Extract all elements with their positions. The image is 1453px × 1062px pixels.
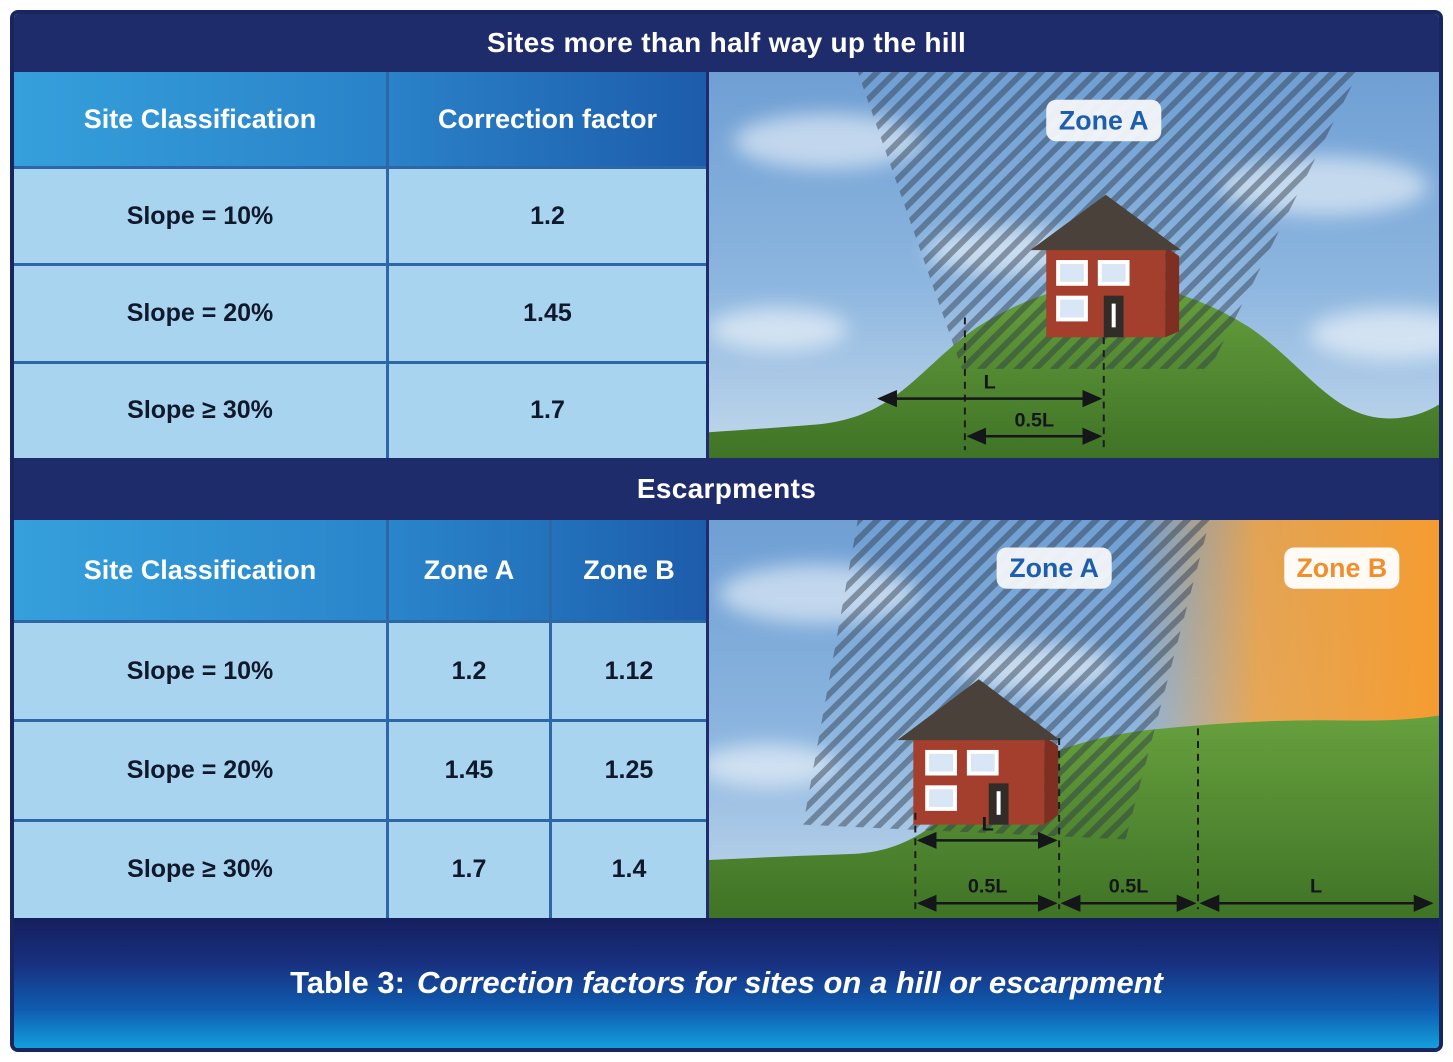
table-cell: 1.45 bbox=[389, 266, 706, 361]
hill-diagram: L 0.5L Zone A bbox=[709, 72, 1439, 458]
table-cell: Slope ≥ 30% bbox=[14, 821, 386, 918]
table-cell: Slope ≥ 30% bbox=[14, 363, 386, 458]
table-header-cell: Site Classification bbox=[14, 72, 386, 166]
window bbox=[925, 749, 957, 776]
dimension-label: 0.5L bbox=[1014, 409, 1054, 431]
escarpment-diagram: L 0.5L 0.5L L Zone A Zone B bbox=[709, 520, 1439, 918]
section-title-escarpments: Escarpments bbox=[14, 458, 1439, 520]
hill-section: Site Classification Correction factor Sl… bbox=[14, 72, 1439, 458]
escarpment-table: Site Classification Zone A Zone B Slope … bbox=[14, 520, 709, 918]
zone-a-label: Zone A bbox=[1009, 553, 1099, 583]
dimension-label: 0.5L bbox=[968, 876, 1008, 898]
table-header-cell: Zone A bbox=[389, 520, 549, 620]
caption-label: Table 3: bbox=[290, 965, 405, 1000]
zone-a-badge: Zone A bbox=[996, 547, 1112, 589]
table-header-cell: Correction factor bbox=[389, 72, 706, 166]
table-cell: 1.7 bbox=[389, 821, 549, 918]
table-header-cell: Zone B bbox=[552, 520, 706, 620]
dimension-label: L bbox=[982, 814, 994, 836]
zone-a-hatch bbox=[803, 520, 1210, 840]
window bbox=[1056, 295, 1088, 322]
hill bbox=[709, 282, 1439, 458]
window bbox=[925, 785, 957, 811]
window bbox=[1056, 260, 1088, 286]
house bbox=[897, 679, 1061, 825]
escarpment-section: Site Classification Zone A Zone B Slope … bbox=[14, 520, 1439, 918]
house bbox=[1030, 194, 1182, 338]
window bbox=[1097, 260, 1130, 286]
figure-frame: Sites more than half way up the hill Sit… bbox=[10, 10, 1443, 1052]
zone-b-badge: Zone B bbox=[1284, 547, 1400, 589]
zone-b-label: Zone B bbox=[1296, 553, 1387, 583]
table-cell: 1.12 bbox=[552, 623, 706, 720]
table-cell: 1.2 bbox=[389, 169, 706, 264]
table-cell: 1.7 bbox=[389, 363, 706, 458]
dimension-label: 0.5L bbox=[1109, 876, 1149, 898]
dimension-label: L bbox=[1310, 876, 1322, 898]
table-cell: Slope = 20% bbox=[14, 722, 386, 819]
window bbox=[966, 749, 999, 776]
table-header-cell: Site Classification bbox=[14, 520, 386, 620]
figure-caption: Table 3: Correction factors for sites on… bbox=[14, 918, 1439, 1048]
hill-table: Site Classification Correction factor Sl… bbox=[14, 72, 709, 458]
zone-a-label: Zone A bbox=[1059, 105, 1149, 135]
table-cell: Slope = 20% bbox=[14, 266, 386, 361]
table-cell: 1.45 bbox=[389, 722, 549, 819]
table-cell: 1.25 bbox=[552, 722, 706, 819]
caption-text: Correction factors for sites on a hill o… bbox=[416, 965, 1163, 1000]
table-cell: Slope = 10% bbox=[14, 623, 386, 720]
table-cell: 1.4 bbox=[552, 821, 706, 918]
table-cell: Slope = 10% bbox=[14, 169, 386, 264]
table-cell: 1.2 bbox=[389, 623, 549, 720]
zone-a-badge: Zone A bbox=[1046, 99, 1162, 142]
section-title-hill: Sites more than half way up the hill bbox=[14, 14, 1439, 72]
dimension-label: L bbox=[984, 372, 996, 394]
